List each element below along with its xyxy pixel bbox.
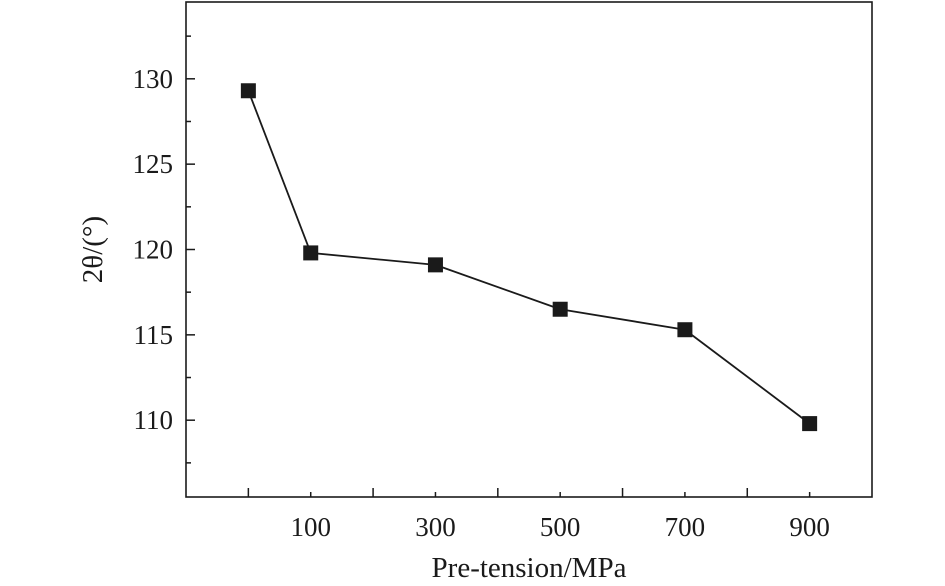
- data-point-marker: [677, 322, 693, 338]
- x-axis-tick-labels: 100 300 500 700 900: [290, 512, 829, 542]
- series-markers: [240, 83, 818, 432]
- series-line-segment: [310, 252, 436, 266]
- series-line-segment: [560, 308, 686, 331]
- x-tick-label: 500: [540, 512, 581, 542]
- data-point-marker: [303, 245, 319, 261]
- data-point-marker: [240, 83, 256, 99]
- series-line-segment: [684, 329, 811, 425]
- x-tick-label: 900: [789, 512, 830, 542]
- data-point-marker: [552, 301, 568, 317]
- y-tick-label: 120: [133, 235, 174, 265]
- data-point-marker: [802, 416, 818, 432]
- y-tick-label: 125: [133, 149, 174, 179]
- y-axis-title: 2θ/(°): [77, 216, 109, 283]
- y-axis-tick-labels: 110 115 120 125 130: [133, 64, 174, 435]
- data-point-marker: [427, 257, 443, 273]
- series-line-segment: [435, 264, 561, 311]
- series-line-segment: [247, 90, 312, 254]
- x-tick-label: 700: [665, 512, 706, 542]
- y-tick-label: 130: [133, 64, 174, 94]
- x-axis-ticks: [247, 488, 811, 497]
- series-lines: [247, 90, 811, 425]
- x-tick-label: 100: [290, 512, 331, 542]
- x-tick-label: 300: [415, 512, 456, 542]
- y-tick-label: 110: [134, 405, 174, 435]
- y-tick-label: 115: [134, 320, 174, 350]
- y-axis-ticks: [186, 35, 195, 464]
- x-axis-title: Pre-tension/MPa: [432, 552, 627, 584]
